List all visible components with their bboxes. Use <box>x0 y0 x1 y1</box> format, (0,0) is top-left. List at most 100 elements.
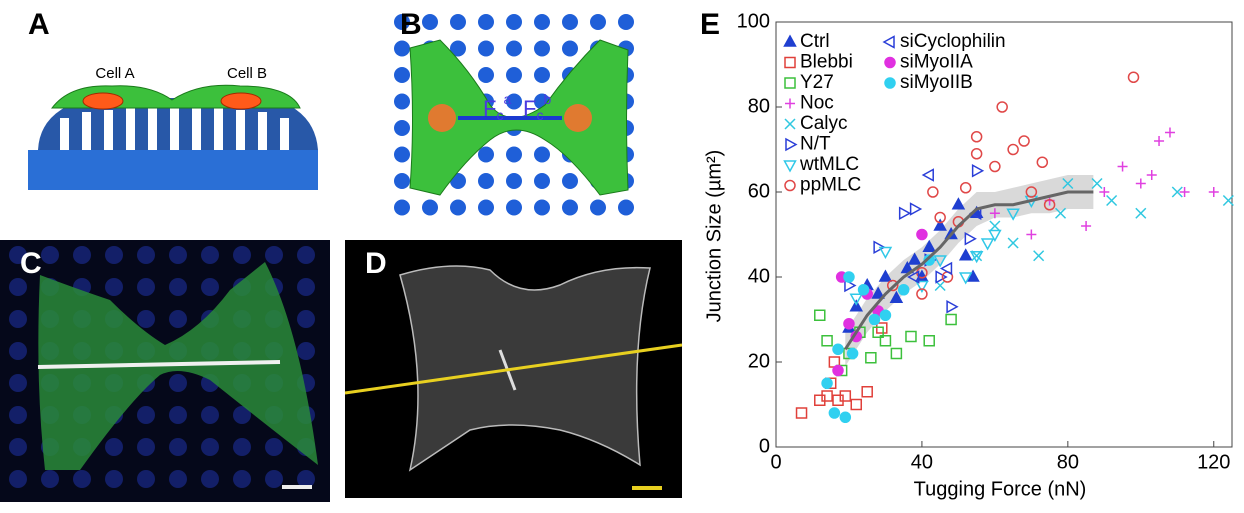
point <box>922 239 936 252</box>
pillar <box>169 406 187 424</box>
point <box>839 390 852 402</box>
pillar <box>9 470 27 488</box>
point <box>889 290 904 303</box>
pillar <box>478 173 494 189</box>
point <box>989 160 1001 173</box>
legend-label: Ctrl <box>800 31 830 52</box>
pillar <box>394 67 410 83</box>
point <box>871 286 885 299</box>
point <box>1117 161 1128 172</box>
x-axis-label: Tugging Force (nN) <box>914 478 1087 500</box>
pillar <box>297 246 315 264</box>
pillar <box>105 278 123 296</box>
point <box>784 56 796 69</box>
point <box>1025 186 1038 198</box>
pillar <box>233 246 251 264</box>
series <box>795 322 888 419</box>
point <box>784 77 796 89</box>
point <box>988 229 1002 243</box>
pillar <box>297 310 315 328</box>
pillar <box>9 438 27 456</box>
series <box>989 127 1219 240</box>
pillar <box>478 146 494 163</box>
pillar <box>534 146 550 163</box>
point <box>1106 194 1118 207</box>
pillar <box>169 374 187 392</box>
pillar <box>9 246 27 264</box>
point <box>886 279 899 292</box>
force-base: F <box>483 96 496 121</box>
point <box>905 330 917 343</box>
panel-d: D <box>344 240 683 498</box>
point <box>821 335 833 347</box>
legend-label: Calyc <box>800 113 848 134</box>
pillar <box>534 173 550 189</box>
pillar <box>137 438 155 456</box>
point <box>890 347 903 360</box>
point <box>884 77 896 89</box>
panel-label: B <box>400 8 422 41</box>
point <box>959 182 972 194</box>
point <box>878 246 893 260</box>
legend-label: ppMLC <box>800 175 861 196</box>
pillar <box>169 246 187 264</box>
pillar <box>137 470 155 488</box>
y-tick-label: 20 <box>748 350 770 372</box>
point <box>898 206 912 221</box>
pillar <box>265 438 283 456</box>
legend-label: siMyoIIB <box>900 72 973 93</box>
point <box>958 248 973 261</box>
point <box>783 160 797 173</box>
pillar <box>233 406 251 424</box>
point <box>969 251 984 264</box>
y-tick-label: 100 <box>737 10 770 32</box>
legend-label: Y27 <box>800 72 834 93</box>
point <box>907 252 922 265</box>
point <box>935 270 948 284</box>
point <box>795 407 808 419</box>
pillar <box>394 120 410 136</box>
panel-c: C <box>0 240 330 502</box>
point <box>843 318 855 330</box>
point <box>872 326 884 338</box>
pillar <box>422 14 438 30</box>
series <box>934 177 1234 292</box>
pillar <box>506 146 522 163</box>
pillar <box>394 173 410 189</box>
point <box>784 179 796 192</box>
pillar <box>297 342 315 360</box>
point <box>970 148 983 160</box>
pillar <box>506 173 522 189</box>
point <box>951 197 966 210</box>
force-sup: a <box>503 91 511 107</box>
pillar <box>201 438 219 456</box>
x-tick-label: 40 <box>911 451 933 473</box>
pillar <box>478 67 494 83</box>
point <box>907 270 920 284</box>
pillar <box>394 146 410 163</box>
nucleus <box>220 92 262 110</box>
pillar <box>105 246 123 264</box>
pillar <box>137 278 155 296</box>
point <box>850 398 863 411</box>
point <box>1018 135 1030 147</box>
pillar <box>297 278 315 296</box>
pillar <box>534 199 550 216</box>
y-tick-label: 80 <box>748 95 770 117</box>
point <box>1033 250 1045 262</box>
nucleus <box>82 92 124 110</box>
pillar <box>9 342 27 360</box>
point <box>1062 177 1074 190</box>
pillar <box>233 438 251 456</box>
pillar <box>169 310 187 328</box>
point <box>1055 207 1067 219</box>
point <box>878 269 893 282</box>
pillar <box>590 199 606 216</box>
legend-label: wtMLC <box>799 154 859 175</box>
cell-label: Cell B <box>227 65 267 82</box>
pillar <box>562 40 578 57</box>
legend-label: N/T <box>800 134 831 155</box>
point <box>970 131 983 143</box>
legend-label: siCyclophilin <box>900 31 1006 52</box>
